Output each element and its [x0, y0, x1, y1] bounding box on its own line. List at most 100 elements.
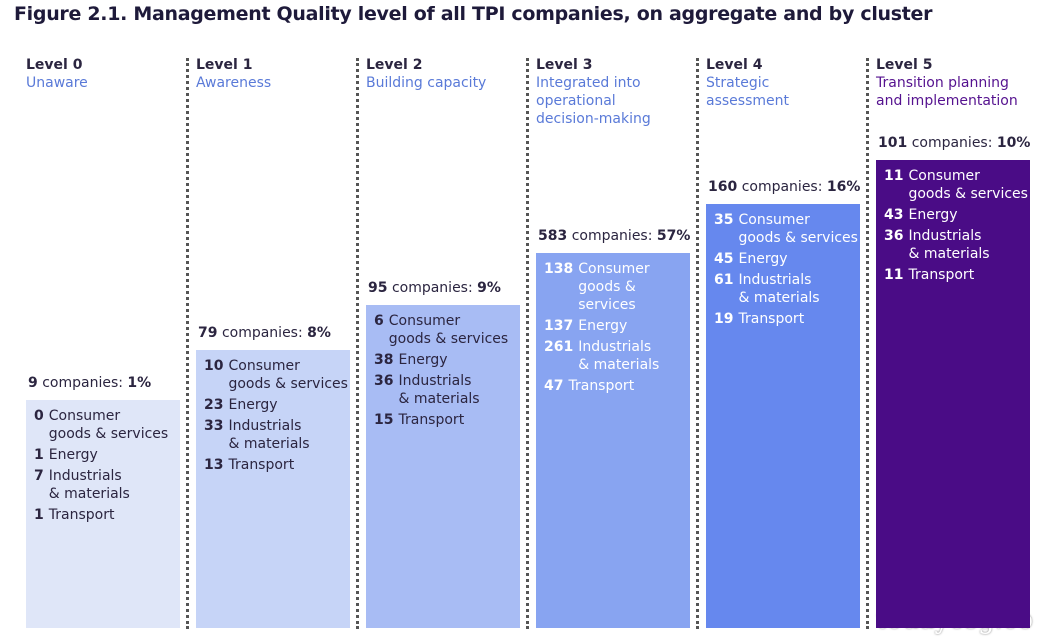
- percent: 57%: [656, 228, 691, 244]
- cluster-number: 33: [204, 418, 224, 434]
- cluster-label-line: Industrials: [578, 339, 652, 355]
- cluster-number: 23: [204, 397, 224, 413]
- level-label: Level 1: [196, 57, 253, 73]
- level-name: Unaware: [26, 75, 88, 91]
- level-label: Level 3: [536, 57, 593, 73]
- cluster-number: 13: [204, 457, 224, 473]
- cluster-label-line: Industrials: [738, 272, 812, 288]
- cluster-label: Energy: [228, 396, 277, 414]
- cluster-row: 23 Energy: [204, 396, 350, 414]
- cluster-label: Energy: [908, 206, 957, 224]
- level-header: Level 2 Building capacity: [366, 56, 486, 92]
- unit: companies:: [741, 179, 823, 195]
- cluster-row: 11 Transport: [884, 266, 1030, 284]
- separator: [186, 58, 189, 629]
- cluster-label-line: Energy: [578, 318, 628, 334]
- cluster-label-line: Industrials: [908, 228, 982, 244]
- cluster-label-line: Consumer: [228, 358, 300, 374]
- cluster-label: Transport: [228, 456, 294, 474]
- cluster-label-line: Energy: [738, 251, 788, 267]
- cluster-label-line: Consumer: [48, 408, 121, 424]
- cluster-label: Transport: [738, 310, 804, 328]
- percent: 1%: [127, 375, 152, 391]
- cluster-row: 1 Transport: [34, 506, 180, 524]
- count: 583: [538, 228, 568, 244]
- summary: 79 companies: 8%: [198, 325, 331, 341]
- cluster-number: 1: [34, 507, 44, 523]
- cluster-row: 19 Transport: [714, 310, 860, 328]
- cluster-row: 38 Energy: [374, 351, 520, 369]
- percent: 10%: [996, 135, 1031, 151]
- cluster-row: 10 Consumer goods & services: [204, 357, 350, 393]
- cluster-label: Consumer goods & services: [578, 260, 690, 314]
- cluster-label-line: & materials: [398, 391, 480, 407]
- summary: 95 companies: 9%: [368, 280, 501, 296]
- cluster-label-line: Transport: [908, 267, 975, 283]
- cluster-label-line: goods & services: [388, 331, 509, 347]
- percent: 16%: [826, 179, 861, 195]
- cluster-label: Transport: [568, 377, 634, 395]
- cluster-label-line: Industrials: [48, 468, 122, 484]
- unit: companies:: [571, 228, 653, 244]
- cluster-row: 47 Transport: [544, 377, 690, 395]
- cluster-label-line: goods & services: [228, 376, 348, 392]
- cluster-number: 36: [884, 228, 904, 244]
- cluster-number: 45: [714, 251, 734, 267]
- level-name: Integrated into: [536, 75, 641, 91]
- level-header: Level 5 Transition planning and implementa…: [876, 56, 1018, 110]
- cluster-label: Transport: [908, 266, 974, 284]
- count: 101: [878, 135, 908, 151]
- cluster-box: 0 Consumer goods & services 1 Energy 7 Industr…: [26, 400, 180, 628]
- unit: companies:: [221, 325, 303, 341]
- count: 79: [198, 325, 218, 341]
- level-header: Level 4 Strategic assessment: [706, 56, 789, 110]
- cluster-label-line: Consumer: [388, 313, 461, 329]
- level-label: Level 2: [366, 57, 423, 73]
- level-name: Transition planning: [876, 75, 1009, 91]
- cluster-number: 11: [884, 267, 904, 283]
- cluster-number: 137: [544, 318, 574, 334]
- level-header: Level 3 Integrated into operational decisio…: [536, 56, 651, 128]
- cluster-label-line: Energy: [48, 447, 98, 463]
- cluster-label-line: Energy: [398, 352, 448, 368]
- cluster-label-line: & materials: [578, 357, 660, 373]
- level-name: Strategic: [706, 75, 770, 91]
- cluster-label: Industrials & materials: [738, 271, 819, 307]
- cluster-label-line: Transport: [228, 457, 295, 473]
- cluster-label-line: Energy: [228, 397, 278, 413]
- summary: 101 companies: 10%: [878, 135, 1030, 151]
- summary: 9 companies: 1%: [28, 375, 151, 391]
- cluster-label: Industrials & materials: [578, 338, 659, 374]
- cluster-number: 47: [544, 378, 564, 394]
- cluster-label: Industrials & materials: [49, 467, 130, 503]
- cluster-row: 43 Energy: [884, 206, 1030, 224]
- cluster-number: 36: [374, 373, 394, 389]
- level-label: Level 0: [26, 57, 83, 73]
- cluster-row: 137 Energy: [544, 317, 690, 335]
- separator: [526, 58, 529, 629]
- separator: [866, 58, 869, 629]
- cluster-label: Consumer goods & services: [908, 167, 1027, 203]
- count: 95: [368, 280, 388, 296]
- percent: 9%: [477, 280, 501, 296]
- cluster-label: Transport: [49, 506, 115, 524]
- cluster-box: 10 Consumer goods & services 23 Energy 33 Indu…: [196, 350, 350, 628]
- level-header: Level 1 Awareness: [196, 56, 271, 92]
- cluster-number: 15: [374, 412, 394, 428]
- level-label: Level 5: [876, 57, 933, 73]
- cluster-label-line: Transport: [568, 378, 635, 394]
- cluster-number: 261: [544, 339, 574, 355]
- level-label: Level 4: [706, 57, 763, 73]
- cluster-number: 138: [544, 261, 574, 277]
- cluster-label: Consumer goods & services: [389, 312, 508, 348]
- cluster-row: 33 Industrials & materials: [204, 417, 350, 453]
- cluster-row: 45 Energy: [714, 250, 860, 268]
- cluster-label-line: goods & services: [48, 426, 169, 442]
- cluster-box: 35 Consumer goods & services 45 Energy 61 Indu…: [706, 204, 860, 628]
- cluster-row: 1 Energy: [34, 446, 180, 464]
- cluster-label: Industrials & materials: [228, 417, 309, 453]
- level-header: Level 0 Unaware: [26, 56, 88, 92]
- unit: companies:: [911, 135, 993, 151]
- unit: companies:: [391, 280, 473, 296]
